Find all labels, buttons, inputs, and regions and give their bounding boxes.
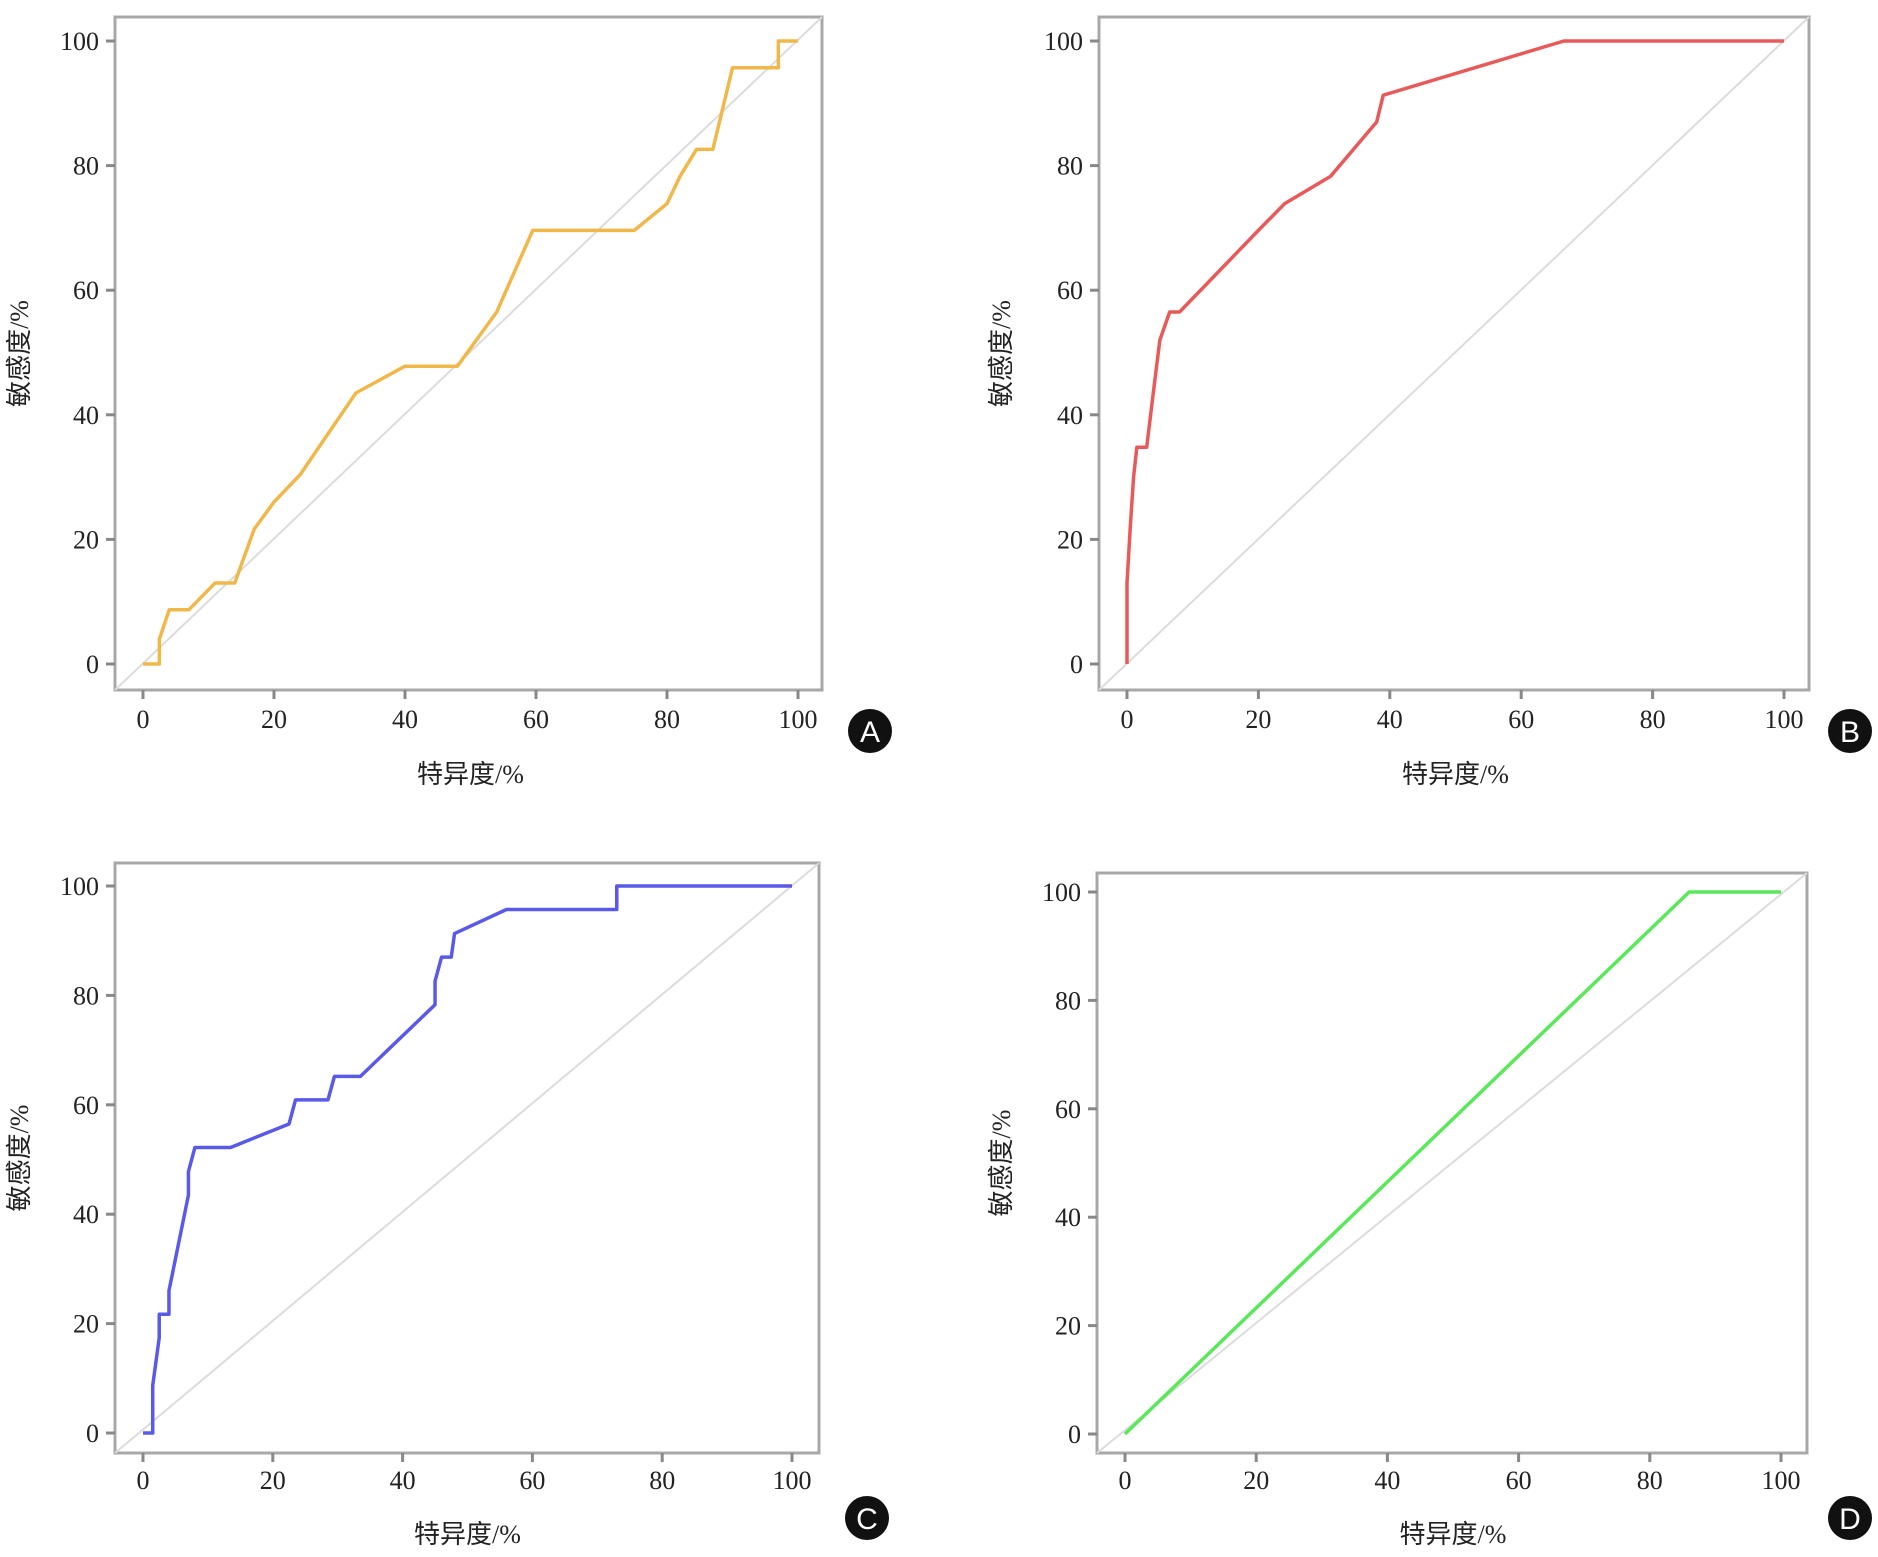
y-tick-label: 100 — [60, 27, 99, 56]
panel-label-badge — [845, 1496, 889, 1540]
y-tick-label: 0 — [1070, 650, 1083, 679]
x-tick-label: 100 — [1765, 705, 1804, 734]
y-tick-label: 0 — [86, 1419, 99, 1448]
roc-panel-B: 0 20 40 60 80 100 0 20 40 60 80 100 特异度/% 敏感度/% B — [987, 15, 1872, 789]
panel-label: B — [1840, 716, 1860, 749]
x-tick-label: 0 — [1121, 705, 1134, 734]
x-axis-label: 特异度/% — [417, 760, 524, 789]
y-tick-label: 80 — [1055, 986, 1081, 1015]
panel-label-badge — [1828, 1496, 1872, 1540]
x-tick-label: 60 — [523, 705, 549, 734]
x-axis-label: 特异度/% — [1402, 760, 1509, 789]
y-tick-label: 40 — [73, 1200, 99, 1229]
panel-label-badge — [1828, 709, 1872, 753]
x-tick-label: 20 — [1245, 705, 1271, 734]
y-tick-label: 40 — [73, 401, 99, 430]
x-tick-label: 20 — [1243, 1466, 1269, 1495]
x-tick-label: 60 — [1508, 705, 1534, 734]
y-tick-label: 20 — [73, 1310, 99, 1339]
y-tick-label: 100 — [60, 872, 99, 901]
roc-panel-D: 0 20 40 60 80 100 0 20 40 60 80 100 特异度/% 敏感度/% D — [987, 871, 1872, 1549]
plot-frame — [113, 861, 821, 1455]
plot-frame — [113, 15, 824, 692]
x-tick-label: 40 — [392, 705, 418, 734]
x-tick-label: 40 — [390, 1466, 416, 1495]
x-tick-label: 100 — [1762, 1466, 1801, 1495]
x-tick-label: 40 — [1377, 705, 1403, 734]
y-tick-label: 60 — [73, 276, 99, 305]
panel-label-badge — [848, 709, 892, 753]
x-tick-label: 80 — [649, 1466, 675, 1495]
x-tick-label: 20 — [261, 705, 287, 734]
y-tick-label: 0 — [1068, 1420, 1081, 1449]
x-tick-label: 80 — [654, 705, 680, 734]
y-axis-label: 敏感度/% — [5, 1105, 34, 1212]
y-tick-label: 60 — [1057, 276, 1083, 305]
panel-label: A — [860, 716, 880, 749]
y-tick-label: 0 — [86, 650, 99, 679]
roc-curve — [143, 884, 792, 1435]
x-tick-label: 40 — [1374, 1466, 1400, 1495]
reference-diagonal — [1098, 16, 1810, 691]
y-tick-label: 100 — [1042, 878, 1081, 907]
roc-curve — [1125, 39, 1784, 664]
x-tick-label: 60 — [519, 1466, 545, 1495]
panel-label: D — [1839, 1503, 1861, 1536]
plot-frame — [1095, 871, 1809, 1455]
y-tick-label: 80 — [73, 152, 99, 181]
x-tick-label: 100 — [773, 1466, 812, 1495]
x-axis-label: 特异度/% — [1400, 1520, 1507, 1549]
x-tick-label: 100 — [779, 705, 818, 734]
reference-diagonal — [114, 862, 820, 1454]
y-tick-label: 80 — [73, 981, 99, 1010]
y-tick-label: 80 — [1057, 152, 1083, 181]
x-tick-label: 20 — [260, 1466, 286, 1495]
y-tick-label: 40 — [1055, 1203, 1081, 1232]
y-tick-label: 20 — [1057, 525, 1083, 554]
y-axis-label: 敏感度/% — [987, 300, 1016, 407]
roc-panel-C: 0 20 40 60 80 100 0 20 40 60 80 100 特异度/% 敏感度/% C — [5, 861, 889, 1549]
x-tick-label: 80 — [1640, 705, 1666, 734]
plot-frame — [1097, 15, 1811, 692]
roc-curve — [1123, 890, 1781, 1436]
y-tick-label: 100 — [1044, 27, 1083, 56]
y-tick-label: 40 — [1057, 401, 1083, 430]
x-tick-label: 0 — [137, 1466, 150, 1495]
x-axis-label: 特异度/% — [414, 1520, 521, 1549]
y-tick-label: 20 — [73, 525, 99, 554]
y-axis-label: 敏感度/% — [5, 300, 34, 407]
x-tick-label: 60 — [1506, 1466, 1532, 1495]
reference-diagonal — [1096, 872, 1808, 1454]
y-tick-label: 60 — [73, 1091, 99, 1120]
roc-curve — [143, 39, 798, 666]
roc-panel-A: 0 20 40 60 80 100 0 20 40 60 80 100 特异度/% 敏感度/% A — [5, 15, 892, 789]
x-tick-label: 0 — [1119, 1466, 1132, 1495]
x-tick-label: 0 — [137, 705, 150, 734]
x-tick-label: 80 — [1637, 1466, 1663, 1495]
y-axis-label: 敏感度/% — [987, 1110, 1016, 1217]
y-tick-label: 20 — [1055, 1312, 1081, 1341]
panel-label: C — [856, 1503, 878, 1536]
y-tick-label: 60 — [1055, 1095, 1081, 1124]
